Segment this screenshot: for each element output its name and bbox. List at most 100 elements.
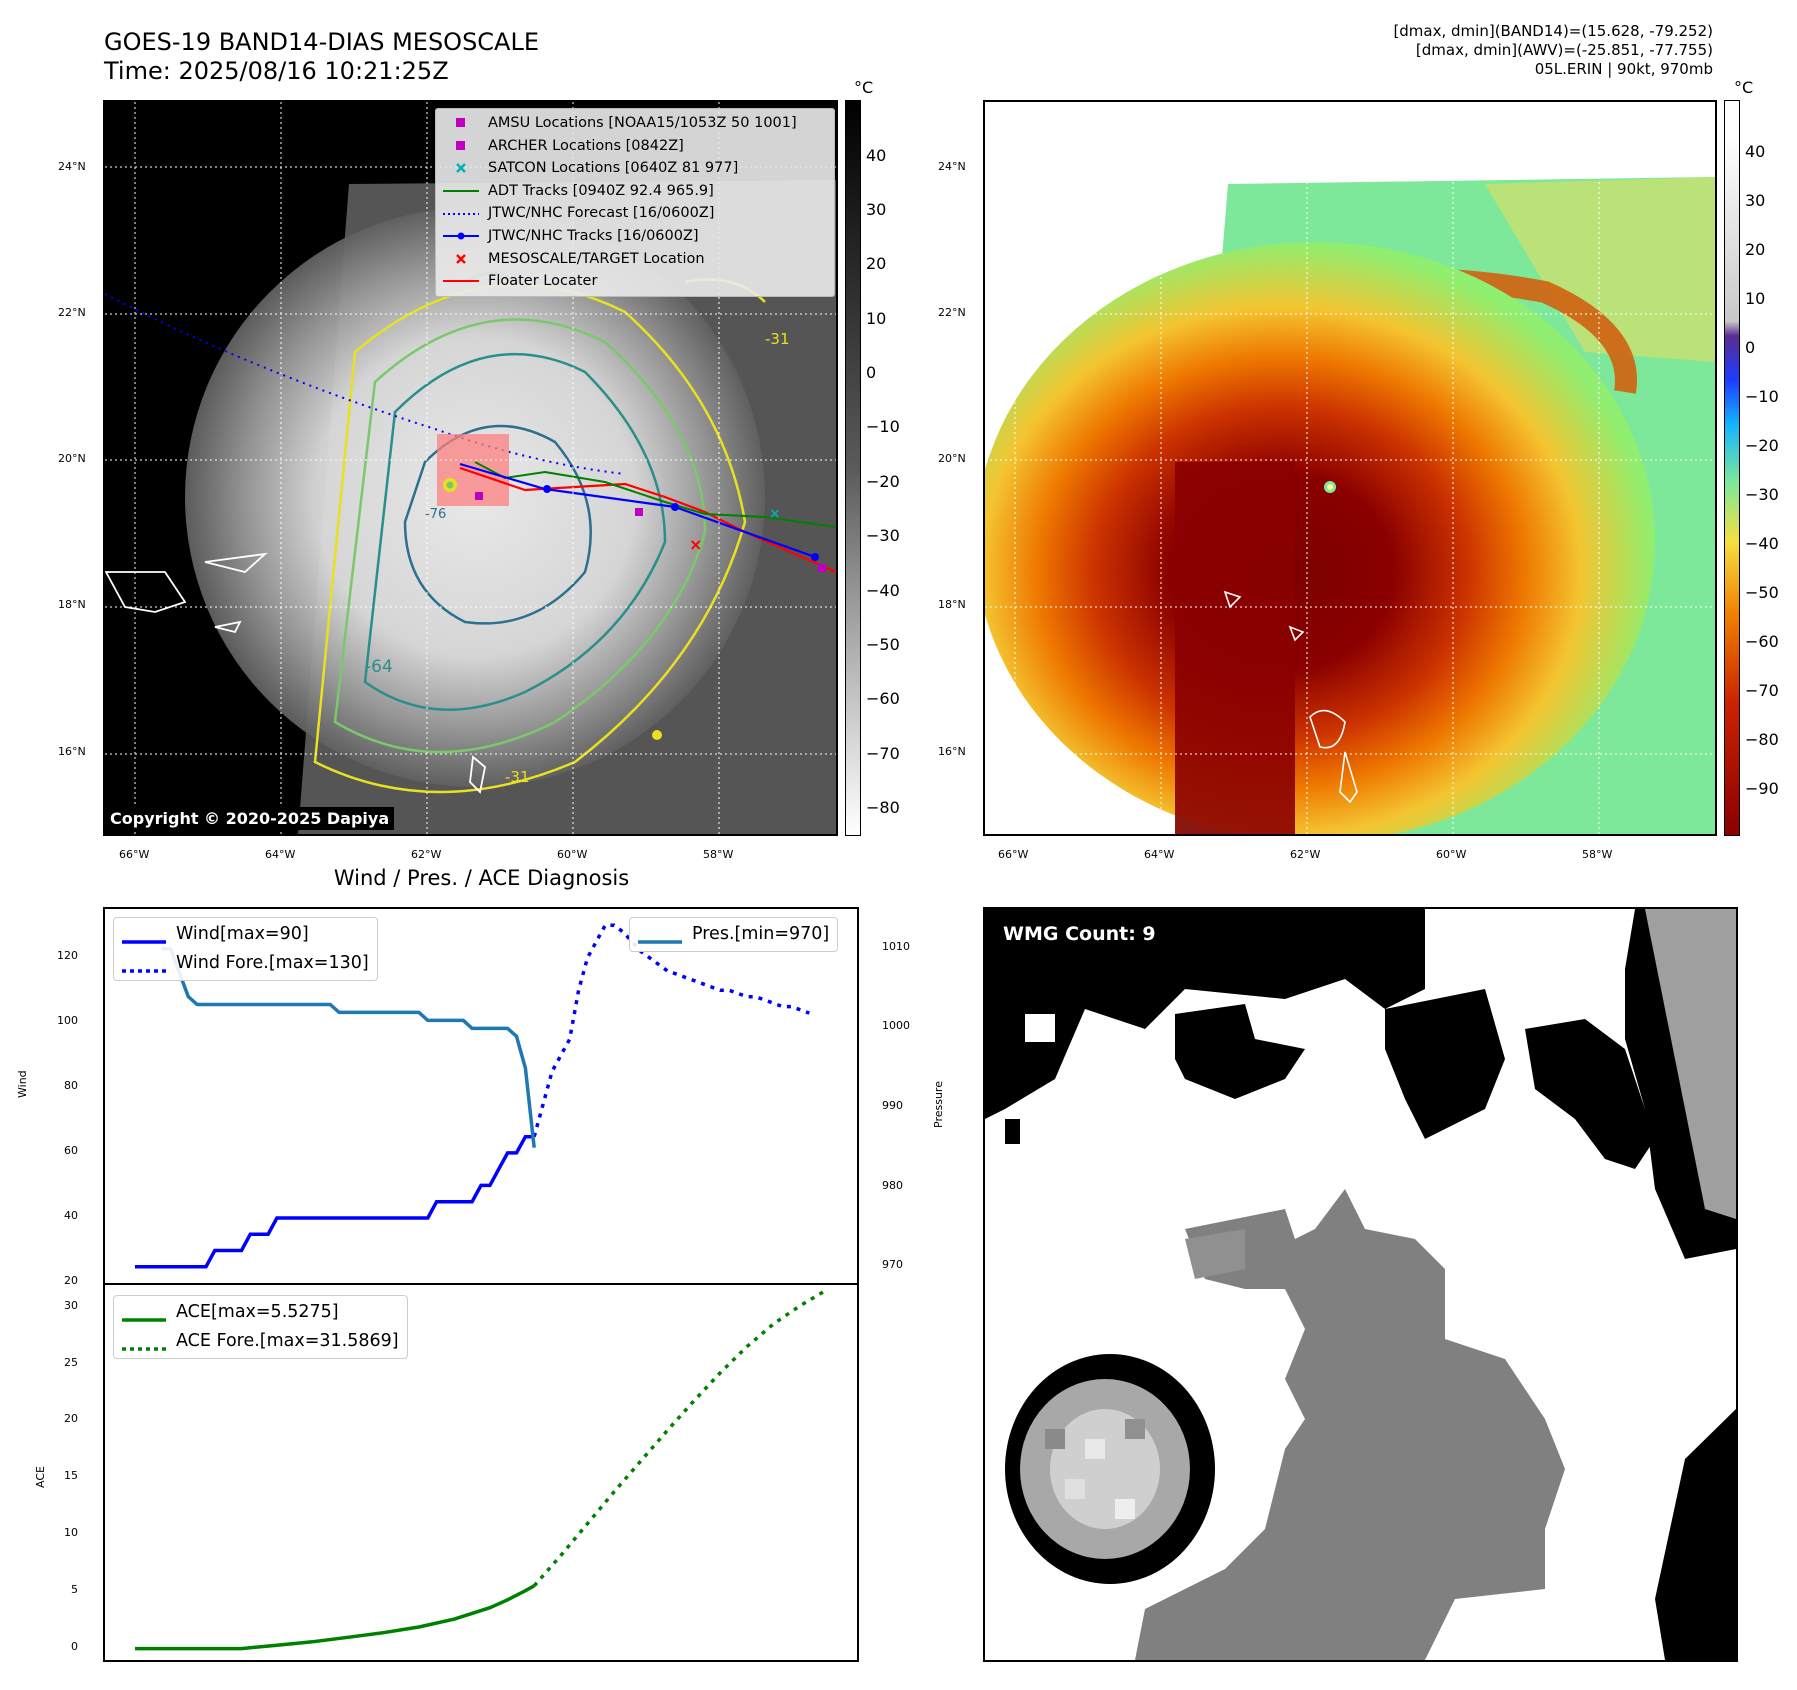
wmg-count-badge: WMG Count: 9 — [995, 919, 1164, 949]
ace-line — [135, 1584, 536, 1651]
colorbar-tick: 40 — [1745, 142, 1766, 161]
legend-entry: ARCHER Locations [0842Z] — [442, 135, 828, 158]
legend-entry: ACE Fore.[max=31.5869] — [122, 1327, 399, 1356]
wind-pressure-panel: Wind[max=90] Wind Fore.[max=130] Pres.[m… — [103, 907, 859, 1285]
colorbar-tick: −30 — [866, 526, 900, 545]
y-tick-label: 990 — [882, 1098, 903, 1112]
contour-label: -31 — [505, 768, 530, 786]
x-marker-icon — [442, 252, 480, 266]
legend-label: Pres.[min=970] — [692, 924, 830, 944]
colorbar-tick: −60 — [1745, 632, 1779, 651]
grayscale-colorbar — [845, 100, 861, 836]
colorbar-unit: °C — [1734, 78, 1754, 97]
y-tick-label: 40 — [64, 1208, 78, 1222]
y-tick-label: 0 — [71, 1639, 78, 1653]
y-tick-label: 980 — [882, 1178, 903, 1192]
colorbar-tick: −50 — [1745, 583, 1779, 602]
ace-legend: ACE[max=5.5275] ACE Fore.[max=31.5869] — [113, 1295, 408, 1359]
line-marker-icon — [442, 274, 480, 288]
target-marker: × — [689, 535, 702, 554]
colorbar-tick: −90 — [1745, 779, 1779, 798]
legend-label: ACE Fore.[max=31.5869] — [176, 1331, 399, 1351]
colorbar-tick: 40 — [866, 146, 887, 165]
wind-legend: Wind[max=90] Wind Fore.[max=130] — [113, 917, 378, 981]
colorbar-tick: 30 — [866, 200, 887, 219]
ace-forecast-line — [532, 1288, 828, 1587]
solid-line-icon — [638, 929, 682, 944]
legend-entry: JTWC/NHC Forecast [16/0600Z] — [442, 202, 828, 225]
title-line-2: Time: 2025/08/16 10:21:25Z — [104, 57, 449, 85]
legend-entry: Wind[max=90] — [122, 920, 369, 949]
x-marker-icon — [442, 161, 480, 175]
lat-tick: 22°N — [938, 306, 966, 319]
colorbar-tick: −20 — [1745, 436, 1779, 455]
legend-entry: MESOSCALE/TARGET Location — [442, 248, 828, 271]
amsu-marker — [635, 508, 643, 516]
y-tick-label: 60 — [64, 1143, 78, 1157]
ace-plot — [135, 1288, 828, 1651]
legend-entry: JTWC/NHC Tracks [16/0600Z] — [442, 225, 828, 248]
awv-colorbar — [1724, 100, 1740, 836]
wmg-panel: WMG Count: 9 — [983, 907, 1738, 1662]
contour-label: -31 — [765, 330, 790, 348]
colorbar-tick: −10 — [866, 417, 900, 436]
floater-box — [437, 434, 509, 506]
track-legend: AMSU Locations [NOAA15/1053Z 50 1001] AR… — [435, 108, 835, 297]
wmg-image — [985, 909, 1736, 1660]
legend-label: Wind[max=90] — [176, 924, 309, 944]
lat-tick: 18°N — [938, 598, 966, 611]
legend-entry: AMSU Locations [NOAA15/1053Z 50 1001] — [442, 112, 828, 135]
y-tick-label: 970 — [882, 1258, 903, 1272]
colorbar-tick: −80 — [866, 798, 900, 817]
band14-imagery: × × -64 -31 -31 -76 — [105, 102, 836, 834]
y-tick-label: 1010 — [882, 939, 910, 953]
contour-green — [333, 318, 707, 754]
colorbar-tick: −60 — [866, 689, 900, 708]
wind-line — [135, 1134, 535, 1269]
line-dot-icon — [442, 229, 480, 243]
legend-entry: SATCON Locations [0640Z 81 977] — [442, 157, 828, 180]
square-marker-icon — [442, 139, 480, 153]
info-line-3: 05L.ERIN | 90kt, 970mb — [1534, 60, 1713, 78]
square-marker-icon — [442, 116, 480, 130]
lat-tick: 16°N — [938, 745, 966, 758]
legend-label: JTWC/NHC Tracks [16/0600Z] — [488, 227, 699, 244]
awv-map — [983, 100, 1717, 836]
lat-tick: 24°N — [938, 160, 966, 173]
colorbar-tick: −50 — [866, 635, 900, 654]
legend-label: ARCHER Locations [0842Z] — [488, 137, 684, 154]
y-tick-label: 120 — [57, 948, 78, 962]
awv-cold-core — [985, 242, 1655, 834]
ace-axis-label: ACE — [34, 1466, 47, 1488]
legend-entry: Wind Fore.[max=130] — [122, 949, 369, 978]
colorbar-tick: −40 — [1745, 534, 1779, 553]
lon-tick: 60°W — [1436, 848, 1467, 861]
y-tick-label: 20 — [64, 1412, 78, 1426]
lat-tick: 18°N — [58, 598, 86, 611]
y-tick-label: 80 — [64, 1078, 78, 1092]
contour-blue — [403, 424, 592, 625]
contour-teal — [363, 352, 667, 712]
y-tick-label: 1000 — [882, 1019, 910, 1033]
dotted-line-icon — [122, 958, 166, 973]
legend-label: ADT Tracks [0940Z 92.4 965.9] — [488, 182, 714, 199]
y-tick-label: 15 — [64, 1469, 78, 1483]
legend-entry: ACE[max=5.5275] — [122, 1298, 399, 1327]
info-line-1: [dmax, dmin](BAND14)=(15.628, -79.252) — [1393, 22, 1713, 40]
colorbar-unit: °C — [854, 78, 874, 97]
y-tick-label: 5 — [71, 1582, 78, 1596]
jtwc-track — [459, 462, 816, 559]
coastline — [1309, 709, 1346, 749]
satcon-marker: × — [769, 506, 781, 522]
colorbar-tick: 10 — [1745, 289, 1766, 308]
figure-title: GOES-19 BAND14-DIAS MESOSCALE Time: 2025… — [104, 28, 539, 86]
solid-line-icon — [122, 929, 166, 944]
legend-label: JTWC/NHC Forecast [16/0600Z] — [488, 205, 715, 222]
legend-label: Wind Fore.[max=130] — [176, 953, 369, 973]
lon-tick: 62°W — [1290, 848, 1321, 861]
lon-tick: 66°W — [998, 848, 1029, 861]
intensity-info: [dmax, dmin](BAND14)=(15.628, -79.252) [… — [1393, 22, 1713, 79]
colorbar-tick: 20 — [1745, 240, 1766, 259]
wind-forecast-line — [532, 923, 810, 1138]
lon-tick: 58°W — [1582, 848, 1613, 861]
